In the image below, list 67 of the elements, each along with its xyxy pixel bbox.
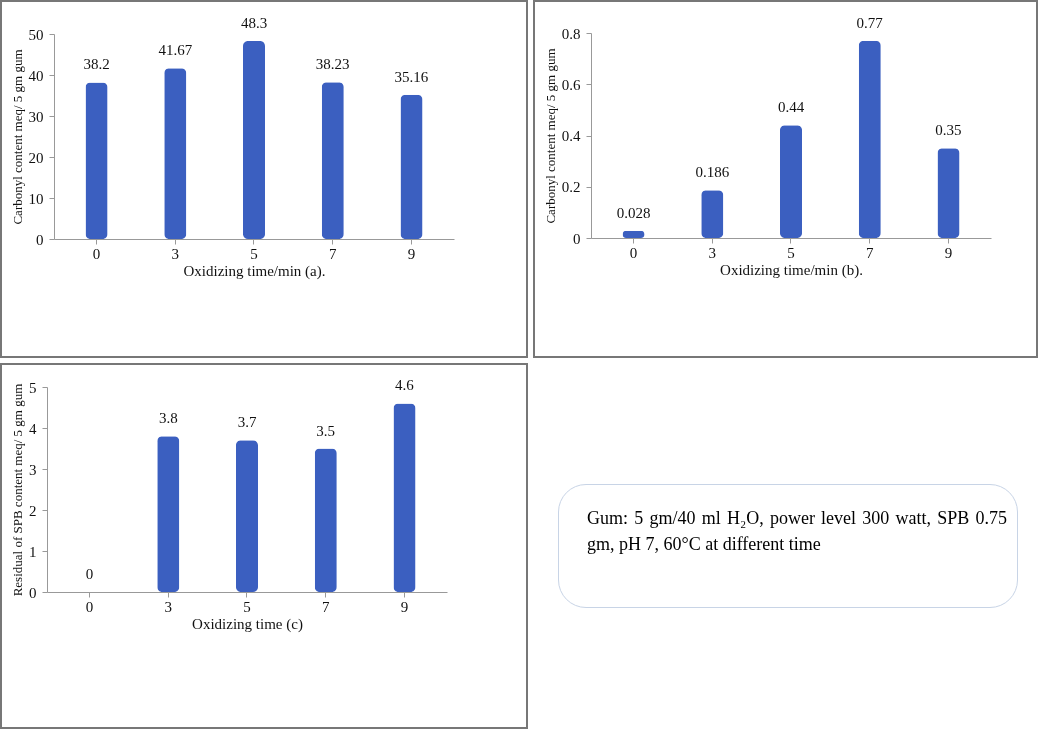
y-tick-label: 40: [28, 67, 44, 84]
x-axis-title: Oxidizing time (c): [192, 615, 303, 633]
bar: [321, 82, 344, 239]
data-label: 4.6: [395, 377, 415, 394]
y-tick-label: 4: [29, 420, 37, 437]
y-tick-label: 20: [28, 149, 44, 166]
data-label: 3.5: [316, 422, 336, 439]
bar: [858, 40, 881, 238]
y-tick-label: 0: [36, 231, 44, 248]
bar: [85, 82, 108, 239]
bar: [393, 403, 416, 592]
y-tick-label: 0: [573, 230, 581, 247]
bar: [235, 440, 259, 592]
x-axis-title: Oxidizing time/min (b).: [720, 261, 863, 279]
bar: [400, 94, 423, 239]
x-tick-label: 9: [944, 244, 953, 261]
data-label: 3.7: [237, 414, 257, 431]
y-tick-label: 1: [29, 543, 37, 560]
y-tick-label: 50: [28, 26, 44, 43]
data-label: 0.77: [856, 14, 884, 31]
y-axis-title: Carbonyl content meq/ 5 gm gum: [9, 49, 25, 225]
data-label: 38.2: [83, 56, 110, 73]
y-axis-title: Residual of SPB content meq/ 5 gm gum: [10, 383, 25, 597]
data-label: 3.8: [158, 410, 178, 427]
bar: [242, 40, 266, 239]
data-label: 0.186: [695, 164, 730, 181]
bar: [314, 448, 337, 592]
data-label: 0.028: [616, 204, 651, 221]
data-label: 48.3: [240, 14, 268, 31]
x-tick-label: 5: [250, 245, 258, 262]
data-label: 0.44: [777, 99, 805, 116]
data-label: 0.35: [935, 122, 962, 139]
bar: [701, 190, 724, 238]
data-label: 41.67: [158, 42, 193, 59]
y-axis-title: Carbonyl content meq/ 5 gm gum: [542, 48, 558, 224]
y-tick-label: 0.8: [561, 25, 581, 42]
x-tick-label: 0: [629, 244, 638, 261]
x-tick-label: 5: [243, 598, 251, 615]
bar: [157, 436, 180, 592]
data-label: 38.23: [315, 56, 350, 73]
x-tick-label: 3: [171, 245, 180, 262]
x-tick-label: 7: [865, 244, 874, 261]
x-tick-label: 3: [708, 244, 717, 261]
x-tick-label: 9: [400, 598, 409, 615]
y-tick-label: 2: [29, 502, 37, 519]
y-tick-label: 0.4: [561, 128, 581, 144]
y-tick-label: 0.6: [561, 76, 581, 93]
x-tick-label: 9: [407, 245, 416, 262]
data-label: 35.16: [394, 68, 429, 85]
y-tick-label: 10: [28, 190, 44, 207]
x-tick-label: 5: [787, 244, 795, 261]
bar: [937, 148, 960, 238]
x-tick-label: 0: [85, 598, 94, 615]
x-tick-label: 7: [328, 245, 337, 262]
x-tick-label: 3: [164, 598, 173, 615]
x-tick-label: 0: [92, 245, 101, 262]
y-tick-label: 0.2: [561, 179, 581, 196]
data-label: 0: [85, 566, 94, 582]
text: Gum: 5 gm/40 ml H₂O, power level 300 watt, SPB 0.75 gm, pH 7, 60°C at different time: [558, 484, 1018, 608]
y-tick-label: 0: [29, 584, 37, 601]
y-tick-label: 3: [29, 461, 37, 478]
y-tick-label: 30: [28, 108, 44, 125]
bar: [779, 125, 803, 238]
x-tick-label: 7: [321, 598, 330, 615]
y-tick-label: 5: [29, 379, 37, 396]
bar: [164, 68, 187, 239]
x-axis-title: Oxidizing time/min (a).: [183, 262, 326, 280]
